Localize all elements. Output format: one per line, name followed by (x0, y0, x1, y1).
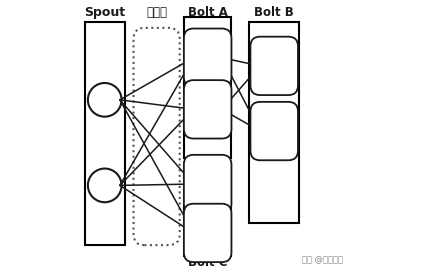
Circle shape (88, 168, 122, 202)
Circle shape (88, 83, 122, 117)
FancyBboxPatch shape (184, 204, 231, 262)
FancyBboxPatch shape (85, 22, 125, 245)
Text: 组分流: 组分流 (146, 7, 167, 19)
Text: Bolt C: Bolt C (188, 256, 227, 269)
FancyBboxPatch shape (250, 37, 298, 95)
FancyBboxPatch shape (184, 29, 231, 87)
Text: Bolt B: Bolt B (254, 7, 294, 19)
FancyBboxPatch shape (184, 17, 231, 158)
FancyBboxPatch shape (250, 102, 298, 160)
FancyBboxPatch shape (184, 155, 231, 213)
Text: Spout: Spout (84, 7, 125, 19)
FancyBboxPatch shape (249, 22, 299, 223)
Text: Bolt A: Bolt A (188, 7, 227, 19)
FancyBboxPatch shape (184, 80, 231, 138)
FancyBboxPatch shape (184, 166, 231, 256)
Text: 头条 @闪念基图: 头条 @闪念基图 (302, 255, 343, 264)
